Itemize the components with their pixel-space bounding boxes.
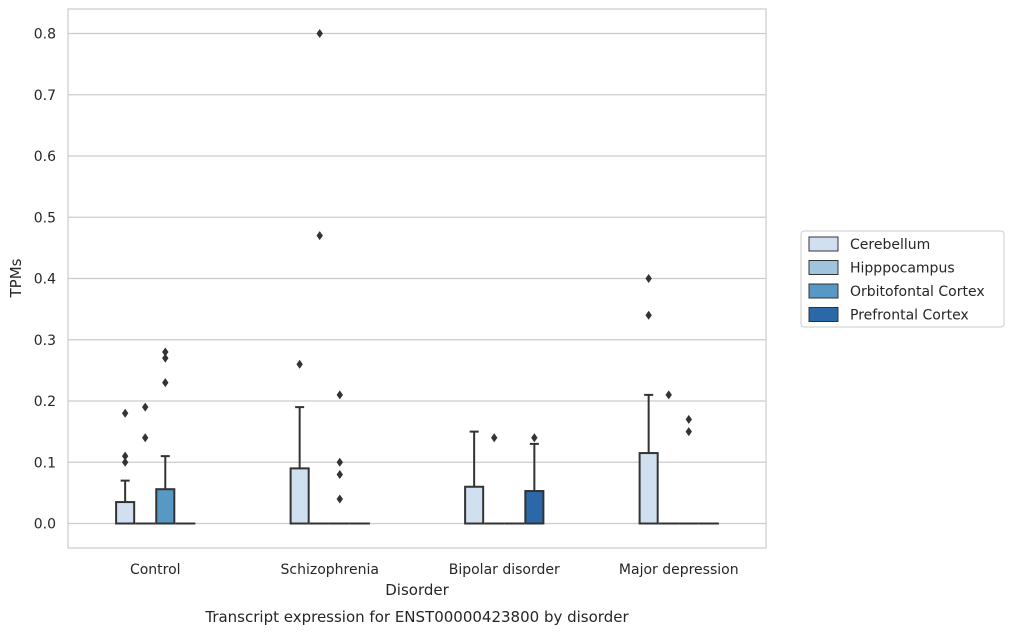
box-hipppocampus xyxy=(658,390,679,525)
outlier-point xyxy=(491,433,498,443)
outlier-point xyxy=(336,457,343,467)
box-hipppocampus xyxy=(484,433,505,525)
outlier-point xyxy=(316,29,323,38)
outlier-point xyxy=(162,347,169,357)
box-cerebellum xyxy=(289,359,310,525)
box-rect xyxy=(524,490,545,525)
legend-label: Cerebellum xyxy=(850,237,930,253)
y-tick-label: 0.8 xyxy=(34,27,56,43)
box-rect xyxy=(155,488,176,525)
legend-swatch xyxy=(808,283,839,299)
box-hipppocampus xyxy=(135,402,156,525)
box-rect xyxy=(115,501,136,525)
boxes xyxy=(115,29,719,525)
plot-frame xyxy=(67,8,767,549)
box-orbitofontal-cortex xyxy=(155,347,176,525)
y-axis-label: TPMs xyxy=(7,258,25,298)
outlier-point xyxy=(685,427,692,437)
legend-frame xyxy=(800,230,1005,328)
y-ticks: 0.0 0.1 0.2 0.3 0.4 0.5 0.6 0.7 0.8 xyxy=(34,27,56,533)
outlier-point xyxy=(142,402,149,412)
y-tick-label: 0.7 xyxy=(34,88,56,104)
outlier-point xyxy=(162,378,169,388)
outlier-point xyxy=(531,433,538,443)
box-cerebellum xyxy=(638,274,659,525)
y-tick-label: 0.1 xyxy=(34,455,56,471)
outlier-point xyxy=(645,274,652,283)
legend-swatch xyxy=(808,236,839,252)
box-cerebellum xyxy=(115,408,136,525)
chart-title: Transcript expression for ENST0000042380… xyxy=(204,608,629,626)
box-rect xyxy=(638,452,659,525)
outlier-point xyxy=(121,408,129,418)
box-orbitofontal-cortex xyxy=(329,390,350,525)
outlier-point xyxy=(336,470,343,479)
legend-label: Prefrontal Cortex xyxy=(850,308,969,324)
gridlines xyxy=(68,32,766,525)
x-axis-label: Disorder xyxy=(385,581,449,599)
legend: Cerebellum Hipppocampus Orbitofontal Corte… xyxy=(800,230,1005,328)
box-cerebellum xyxy=(464,430,485,525)
x-tick-label: Bipolar disorder xyxy=(449,562,560,578)
x-tick-label: Major depression xyxy=(619,562,739,578)
box-orbitofontal-cortex xyxy=(678,414,699,525)
outlier-point xyxy=(645,310,652,320)
y-tick-label: 0.0 xyxy=(34,517,56,533)
x-tick-label: Control xyxy=(130,562,181,578)
y-tick-label: 0.2 xyxy=(34,394,56,410)
legend-label: Hipppocampus xyxy=(850,261,955,277)
y-tick-label: 0.5 xyxy=(34,210,56,226)
outlier-point xyxy=(316,231,323,241)
legend-label: Orbitofontal Cortex xyxy=(850,284,985,300)
legend-swatch xyxy=(808,260,839,275)
outlier-point xyxy=(296,359,303,369)
outlier-point xyxy=(336,494,343,504)
outlier-point xyxy=(685,414,692,424)
y-tick-label: 0.3 xyxy=(34,333,56,349)
x-ticks: Control Schizophrenia Bipolar disorder Majo… xyxy=(130,562,739,578)
outlier-point xyxy=(665,390,672,400)
outlier-point xyxy=(121,457,129,467)
y-tick-label: 0.4 xyxy=(34,272,56,288)
x-tick-label: Schizophrenia xyxy=(281,562,379,578)
outlier-point xyxy=(121,451,129,461)
box-hipppocampus xyxy=(309,29,330,525)
outlier-point xyxy=(336,390,343,400)
box-prefrontal-cortex xyxy=(524,433,545,525)
outlier-point xyxy=(142,433,149,443)
y-tick-label: 0.6 xyxy=(34,149,56,165)
box-rect xyxy=(464,485,485,525)
legend-swatch xyxy=(808,307,839,322)
box-rect xyxy=(289,467,310,525)
outlier-point xyxy=(162,353,169,363)
